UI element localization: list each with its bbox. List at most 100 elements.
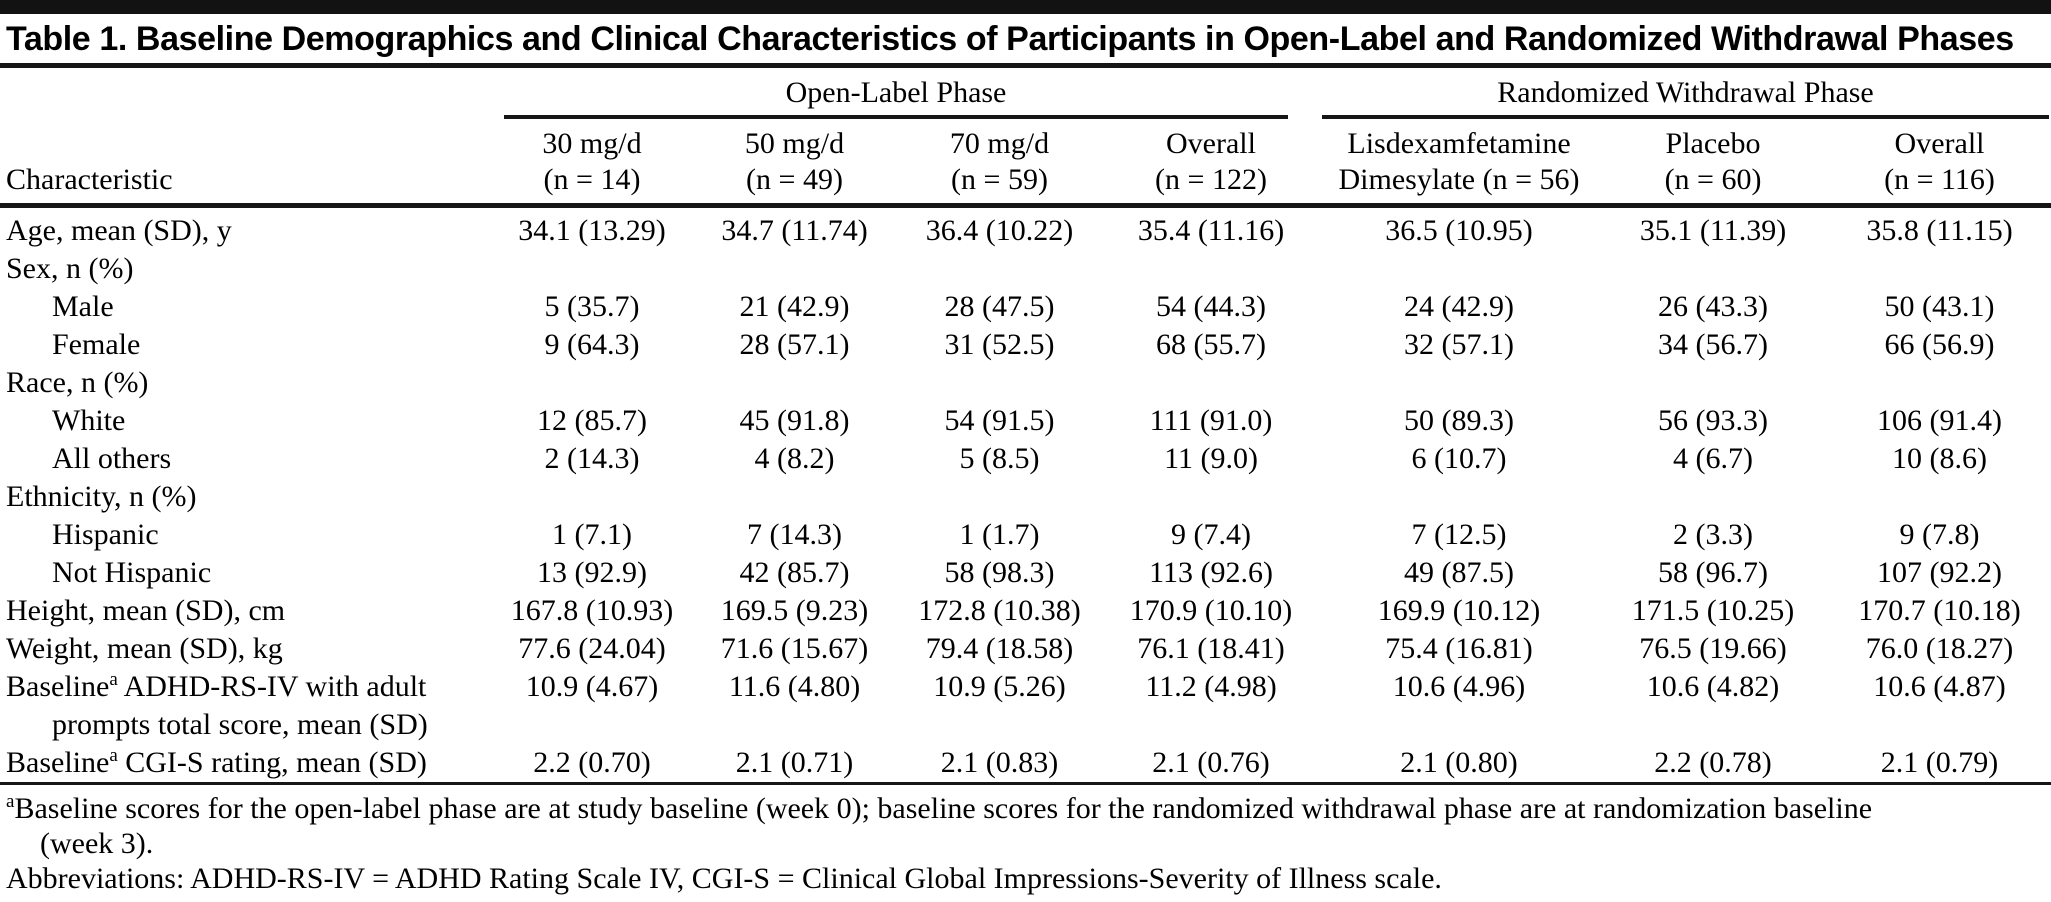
- data-cell: [897, 478, 1102, 516]
- data-cell: 76.5 (19.66): [1639, 632, 1787, 665]
- column-header-line2: (n = 49): [746, 163, 843, 196]
- data-cell: 2.1 (0.71): [735, 746, 854, 779]
- data-cell: 170.9 (10.10): [1129, 594, 1293, 627]
- table-row: Baselinea ADHD-RS-IV with adult prompts t…: [0, 668, 2051, 744]
- data-cell: 28 (47.5): [944, 290, 1055, 323]
- data-cell: 4 (6.7): [1673, 442, 1753, 475]
- data-cell: 107 (92.2): [1877, 556, 2002, 589]
- table-title: Table 1. Baseline Demographics and Clini…: [6, 20, 2014, 58]
- row-label-line2: prompts total score, mean (SD): [52, 708, 428, 741]
- empty-corner-cell: [0, 68, 492, 119]
- column-header-line1: 50 mg/d: [744, 127, 845, 160]
- data-cell: 36.5 (10.95): [1385, 214, 1533, 247]
- table-row: Ethnicity, n (%): [0, 478, 2051, 516]
- data-cell: [692, 478, 897, 516]
- column-header-1: 30 mg/d (n = 14): [492, 119, 692, 206]
- footnote-a-marker: a: [6, 791, 15, 812]
- data-cell: 169.5 (9.23): [720, 594, 869, 627]
- characteristic-column-header: Characteristic: [6, 163, 173, 196]
- data-cell: 56 (93.3): [1658, 404, 1768, 437]
- data-cell: [897, 364, 1102, 402]
- column-header-line1: Lisdexamfetamine: [1347, 127, 1571, 160]
- data-cell: 9 (7.8): [1899, 518, 1980, 551]
- data-cell: [1320, 478, 1598, 516]
- data-cell: 111 (91.0): [1149, 404, 1273, 437]
- data-cell: 28 (57.1): [739, 328, 850, 361]
- column-header-6: Placebo (n = 60): [1598, 119, 1828, 206]
- column-header-line1: 70 mg/d: [949, 127, 1050, 160]
- row-label: Race, n (%): [6, 366, 149, 399]
- column-header-row: Characteristic 30 mg/d (n = 14) 50 mg/d (n …: [0, 119, 2051, 206]
- title-rule: [0, 63, 2051, 68]
- group-header-open-label-label: Open-Label Phase: [504, 76, 1289, 119]
- row-label: Male: [52, 290, 114, 323]
- table-row: Sex, n (%): [0, 250, 2051, 288]
- data-cell: 76.0 (18.27): [1865, 632, 2014, 665]
- data-cell: 42 (85.7): [739, 556, 850, 589]
- data-cell: 10.6 (4.82): [1646, 670, 1780, 703]
- data-cell: 106 (91.4): [1877, 404, 2002, 437]
- column-header-2: 50 mg/d (n = 49): [692, 119, 897, 206]
- row-label: Sex, n (%): [6, 252, 134, 285]
- baseline-characteristics-table: Open-Label Phase Randomized Withdrawal P…: [0, 68, 2051, 782]
- data-cell: [492, 364, 692, 402]
- data-cell: 6 (10.7): [1411, 442, 1507, 475]
- data-cell: 7 (14.3): [747, 518, 842, 551]
- data-cell: 35.8 (11.15): [1866, 214, 2013, 247]
- row-label: All others: [52, 442, 172, 475]
- data-cell: [492, 250, 692, 288]
- data-cell: 26 (43.3): [1658, 290, 1768, 323]
- data-cell: 54 (44.3): [1156, 290, 1266, 323]
- table-row: Race, n (%): [0, 364, 2051, 402]
- table-body: Age, mean (SD), y 34.1 (13.29) 34.7 (11.74…: [0, 206, 2051, 783]
- data-cell: 2.1 (0.76): [1152, 746, 1270, 779]
- data-cell: 34 (56.7): [1658, 328, 1768, 361]
- data-cell: 10.9 (5.26): [933, 670, 1066, 703]
- data-cell: 2.1 (0.83): [940, 746, 1059, 779]
- table-row: Age, mean (SD), y 34.1 (13.29) 34.7 (11.74…: [0, 206, 2051, 251]
- data-cell: 9 (7.4): [1171, 518, 1251, 551]
- data-cell: [1320, 364, 1598, 402]
- table-row: All others 2 (14.3) 4 (8.2) 5 (8.5) 11 (9.0)…: [0, 440, 2051, 478]
- footnotes: aBaseline scores for the open-label phas…: [0, 785, 2051, 900]
- data-cell: 79.4 (18.58): [925, 632, 1074, 665]
- data-cell: 49 (87.5): [1404, 556, 1514, 589]
- data-cell: 66 (56.9): [1884, 328, 1995, 361]
- data-cell: [1828, 250, 2051, 288]
- table-row: Male 5 (35.7) 21 (42.9) 28 (47.5) 54 (44.3) 2…: [0, 288, 2051, 326]
- footnote-abbreviations: Abbreviations: ADHD-RS-IV = ADHD Rating …: [6, 862, 1442, 895]
- data-cell: [1828, 364, 2051, 402]
- data-cell: 21 (42.9): [739, 290, 850, 323]
- data-cell: [1102, 250, 1320, 288]
- data-cell: 32 (57.1): [1404, 328, 1514, 361]
- data-cell: 58 (98.3): [944, 556, 1055, 589]
- data-cell: 10 (8.6): [1892, 442, 1987, 475]
- data-cell: [1828, 478, 2051, 516]
- data-cell: [1102, 364, 1320, 402]
- data-cell: 171.5 (10.25): [1631, 594, 1795, 627]
- data-cell: [897, 250, 1102, 288]
- data-cell: 36.4 (10.22): [925, 214, 1074, 247]
- column-header-line2: (n = 14): [543, 163, 641, 196]
- data-cell: 31 (52.5): [944, 328, 1055, 361]
- data-cell: 10.6 (4.87): [1873, 670, 2006, 703]
- data-cell: 68 (55.7): [1156, 328, 1266, 361]
- group-header-open-label: Open-Label Phase: [492, 68, 1320, 119]
- column-header-line1: 30 mg/d: [542, 127, 642, 160]
- data-cell: 2.1 (0.80): [1400, 746, 1518, 779]
- row-label: Weight, mean (SD), kg: [6, 632, 283, 665]
- data-cell: 9 (64.3): [544, 328, 640, 361]
- data-cell: 54 (91.5): [944, 404, 1055, 437]
- data-cell: 11.2 (4.98): [1145, 670, 1277, 703]
- table-row: Not Hispanic 13 (92.9) 42 (85.7) 58 (98.3) 1…: [0, 554, 2051, 592]
- data-cell: 5 (35.7): [544, 290, 640, 323]
- footnote-marker: a: [109, 745, 118, 766]
- data-cell: 58 (96.7): [1658, 556, 1768, 589]
- group-header-randomized-withdrawal: Randomized Withdrawal Phase: [1320, 68, 2051, 119]
- table-row: Female 9 (64.3) 28 (57.1) 31 (52.5) 68 (55.7…: [0, 326, 2051, 364]
- column-header-3: 70 mg/d (n = 59): [897, 119, 1102, 206]
- data-cell: 172.8 (10.38): [918, 594, 1081, 627]
- data-cell: 75.4 (16.81): [1385, 632, 1533, 665]
- column-group-header-row: Open-Label Phase Randomized Withdrawal P…: [0, 68, 2051, 119]
